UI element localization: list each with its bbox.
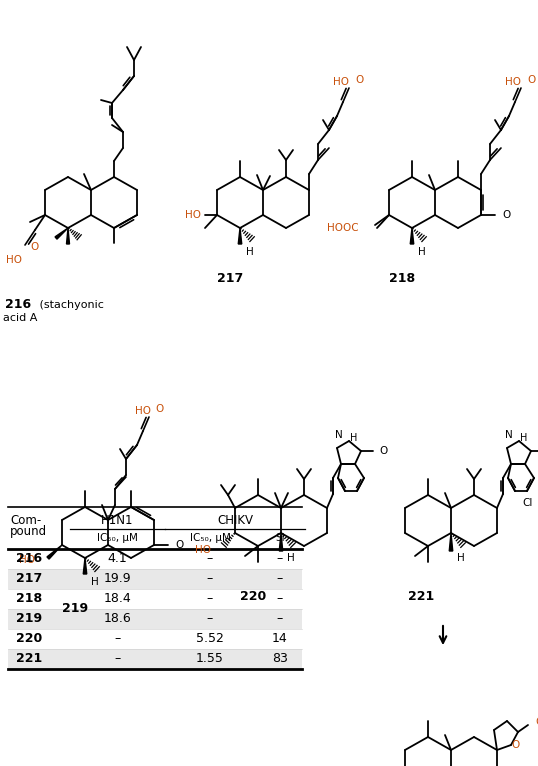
Text: 218: 218 xyxy=(389,271,415,284)
Text: HO: HO xyxy=(19,555,35,565)
Text: IC₅₀, μM: IC₅₀, μM xyxy=(189,533,230,543)
Polygon shape xyxy=(83,558,87,574)
Polygon shape xyxy=(238,228,242,244)
Text: HO: HO xyxy=(6,255,22,265)
Text: (stachyonic: (stachyonic xyxy=(36,300,104,310)
Text: H1N1: H1N1 xyxy=(101,514,134,527)
Bar xyxy=(8,549,302,569)
Text: Com-: Com- xyxy=(10,514,41,527)
Text: IC₅₀, μM: IC₅₀, μM xyxy=(97,533,138,543)
Text: –: – xyxy=(277,552,283,565)
Text: 4.1: 4.1 xyxy=(108,552,128,565)
Text: –: – xyxy=(207,613,213,626)
Text: 19.9: 19.9 xyxy=(104,572,131,585)
Text: –: – xyxy=(277,572,283,585)
Text: 218: 218 xyxy=(16,592,42,605)
Text: 217: 217 xyxy=(217,271,243,284)
Text: 217: 217 xyxy=(16,572,43,585)
Bar xyxy=(8,649,302,669)
Text: –: – xyxy=(277,613,283,626)
Polygon shape xyxy=(449,533,453,551)
Text: 14: 14 xyxy=(272,633,288,646)
Text: O: O xyxy=(355,75,363,85)
Text: O: O xyxy=(511,740,519,750)
Text: H: H xyxy=(350,433,357,443)
Text: O: O xyxy=(535,717,538,727)
Text: –: – xyxy=(115,633,121,646)
Text: 219: 219 xyxy=(62,601,88,614)
Text: 221: 221 xyxy=(408,590,434,603)
Bar xyxy=(8,589,302,609)
Text: N: N xyxy=(335,430,343,440)
Text: HOOC: HOOC xyxy=(328,223,359,233)
Text: –: – xyxy=(207,592,213,605)
Text: –: – xyxy=(207,572,213,585)
Text: 220: 220 xyxy=(240,590,266,603)
Text: CHIKV: CHIKV xyxy=(217,514,253,527)
Text: Cl: Cl xyxy=(523,498,533,508)
Text: H: H xyxy=(457,553,465,563)
Polygon shape xyxy=(55,228,68,239)
Text: H: H xyxy=(246,247,254,257)
Text: HO: HO xyxy=(135,406,151,416)
Text: O: O xyxy=(502,210,510,220)
Text: 5.52: 5.52 xyxy=(196,633,224,646)
Text: HO: HO xyxy=(195,545,211,555)
Bar xyxy=(8,609,302,629)
Text: O: O xyxy=(155,404,163,414)
Text: O: O xyxy=(175,540,183,550)
Polygon shape xyxy=(279,533,283,551)
Text: H: H xyxy=(418,247,426,257)
Text: acid A: acid A xyxy=(3,313,37,323)
Polygon shape xyxy=(47,545,62,559)
Text: 216: 216 xyxy=(16,552,42,565)
Text: SI: SI xyxy=(275,533,285,543)
Text: –: – xyxy=(207,552,213,565)
Text: O: O xyxy=(379,446,387,456)
Polygon shape xyxy=(67,228,69,244)
Text: –: – xyxy=(277,592,283,605)
Text: O: O xyxy=(527,75,535,85)
Text: N: N xyxy=(505,430,513,440)
Text: –: – xyxy=(115,653,121,666)
Text: 1.55: 1.55 xyxy=(196,653,224,666)
Polygon shape xyxy=(410,228,414,244)
Text: 18.6: 18.6 xyxy=(104,613,131,626)
Text: 219: 219 xyxy=(16,613,42,626)
Text: 220: 220 xyxy=(16,633,43,646)
Text: H: H xyxy=(520,433,527,443)
Text: 18.4: 18.4 xyxy=(104,592,131,605)
Text: 83: 83 xyxy=(272,653,288,666)
Text: HO: HO xyxy=(505,77,521,87)
Text: pound: pound xyxy=(10,525,47,538)
Text: HO: HO xyxy=(333,77,349,87)
Bar xyxy=(8,569,302,589)
Text: H: H xyxy=(91,577,99,587)
Text: HO: HO xyxy=(185,210,201,220)
Bar xyxy=(8,629,302,649)
Text: H: H xyxy=(287,553,295,563)
Text: 216: 216 xyxy=(5,299,31,312)
Text: O: O xyxy=(30,242,38,252)
Text: 221: 221 xyxy=(16,653,43,666)
